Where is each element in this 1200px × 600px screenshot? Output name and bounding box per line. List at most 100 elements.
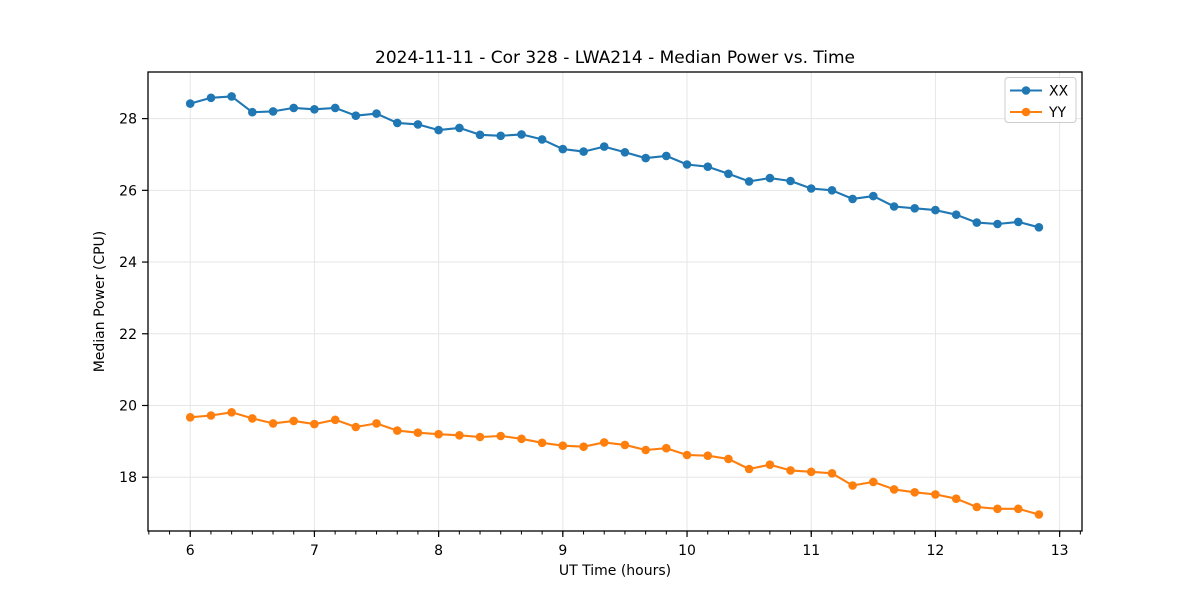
data-point: [641, 445, 650, 455]
data-point: [951, 210, 961, 219]
data-point: [931, 205, 940, 215]
data-point: [537, 135, 547, 144]
data-point: [827, 186, 837, 195]
series-line-YY: [190, 411, 1040, 516]
data-point: [848, 194, 857, 204]
data-point: [620, 148, 630, 157]
data-point: [372, 419, 381, 428]
data-point: [931, 490, 940, 499]
data-point: [393, 426, 402, 435]
data-point: [413, 428, 423, 438]
data-point: [413, 120, 423, 129]
data-point: [869, 477, 878, 487]
x-tick-label: 12: [927, 543, 945, 559]
data-point: [641, 153, 650, 163]
data-point: [330, 103, 340, 113]
data-point: [455, 123, 464, 133]
series-YY: [185, 408, 1044, 519]
data-point: [703, 162, 713, 171]
data-point: [185, 413, 195, 422]
data-point: [744, 177, 754, 186]
data-point: [206, 93, 216, 103]
data-point: [806, 184, 816, 193]
data-point: [1034, 223, 1044, 232]
data-point: [372, 109, 381, 118]
data-point: [475, 130, 485, 140]
data-point: [455, 431, 464, 440]
x-tick-label: 11: [802, 543, 820, 559]
data-point: [268, 419, 278, 428]
legend-marker: [1021, 86, 1031, 95]
x-tick-label: 6: [186, 543, 195, 559]
data-point: [599, 142, 609, 151]
data-point: [227, 408, 236, 417]
y-tick-label: 22: [119, 327, 137, 343]
data-point: [848, 481, 857, 490]
data-point: [310, 105, 319, 114]
data-point: [558, 441, 568, 451]
data-point: [993, 504, 1002, 514]
x-axis-label: UT Time (hours): [559, 563, 671, 579]
data-point: [434, 125, 443, 135]
data-point: [993, 219, 1002, 229]
x-tick-label: 7: [310, 543, 319, 559]
data-point: [724, 169, 733, 179]
data-point: [496, 131, 506, 141]
data-point: [910, 488, 919, 497]
data-point: [185, 99, 195, 108]
data-point: [206, 411, 216, 420]
data-point: [537, 438, 547, 448]
plot-frame: [147, 71, 1083, 532]
x-tick-label: 8: [434, 543, 443, 559]
y-tick-label: 20: [119, 398, 137, 414]
data-point: [517, 434, 526, 444]
data-point: [744, 464, 754, 474]
data-point: [579, 147, 588, 156]
y-tick-label: 28: [119, 112, 137, 128]
legend-label: YY: [1048, 105, 1067, 121]
x-tick-label: 13: [1051, 543, 1069, 559]
x-tick-label: 9: [558, 543, 567, 559]
data-point: [517, 130, 526, 139]
data-point: [248, 414, 257, 423]
chart-title: 2024-11-11 - Cor 328 - LWA214 - Median P…: [375, 48, 855, 68]
data-point: [268, 107, 278, 116]
data-point: [786, 466, 795, 475]
legend: XX YY: [1004, 77, 1077, 123]
data-point: [1014, 504, 1023, 514]
data-point: [682, 160, 692, 169]
data-point: [869, 191, 878, 201]
data-point: [1034, 510, 1044, 519]
data-point: [910, 204, 919, 213]
legend-marker: [1021, 107, 1031, 117]
data-point: [289, 103, 299, 113]
data-point: [662, 443, 671, 453]
data-point: [310, 419, 319, 429]
data-point: [289, 416, 299, 426]
data-point: [475, 432, 485, 442]
data-point: [703, 451, 713, 461]
legend-label: XX: [1049, 84, 1069, 100]
data-point: [765, 173, 775, 183]
y-tick-label: 18: [119, 470, 137, 486]
data-point: [889, 485, 899, 494]
data-point: [827, 469, 837, 478]
series-XX: [185, 92, 1044, 232]
data-point: [972, 218, 982, 227]
data-point: [579, 442, 588, 452]
y-axis: 18 20 22 24 26 28: [119, 112, 148, 486]
data-point: [972, 502, 982, 512]
data-point: [434, 429, 443, 439]
data-point: [724, 454, 733, 464]
y-tick-label: 24: [119, 255, 137, 271]
data-point: [662, 151, 671, 161]
y-tick-label: 26: [119, 183, 137, 199]
data-point: [599, 438, 609, 447]
data-point: [248, 107, 257, 117]
data-point: [806, 467, 816, 477]
data-point: [620, 440, 630, 450]
data-point: [889, 202, 899, 211]
data-point: [765, 460, 775, 470]
